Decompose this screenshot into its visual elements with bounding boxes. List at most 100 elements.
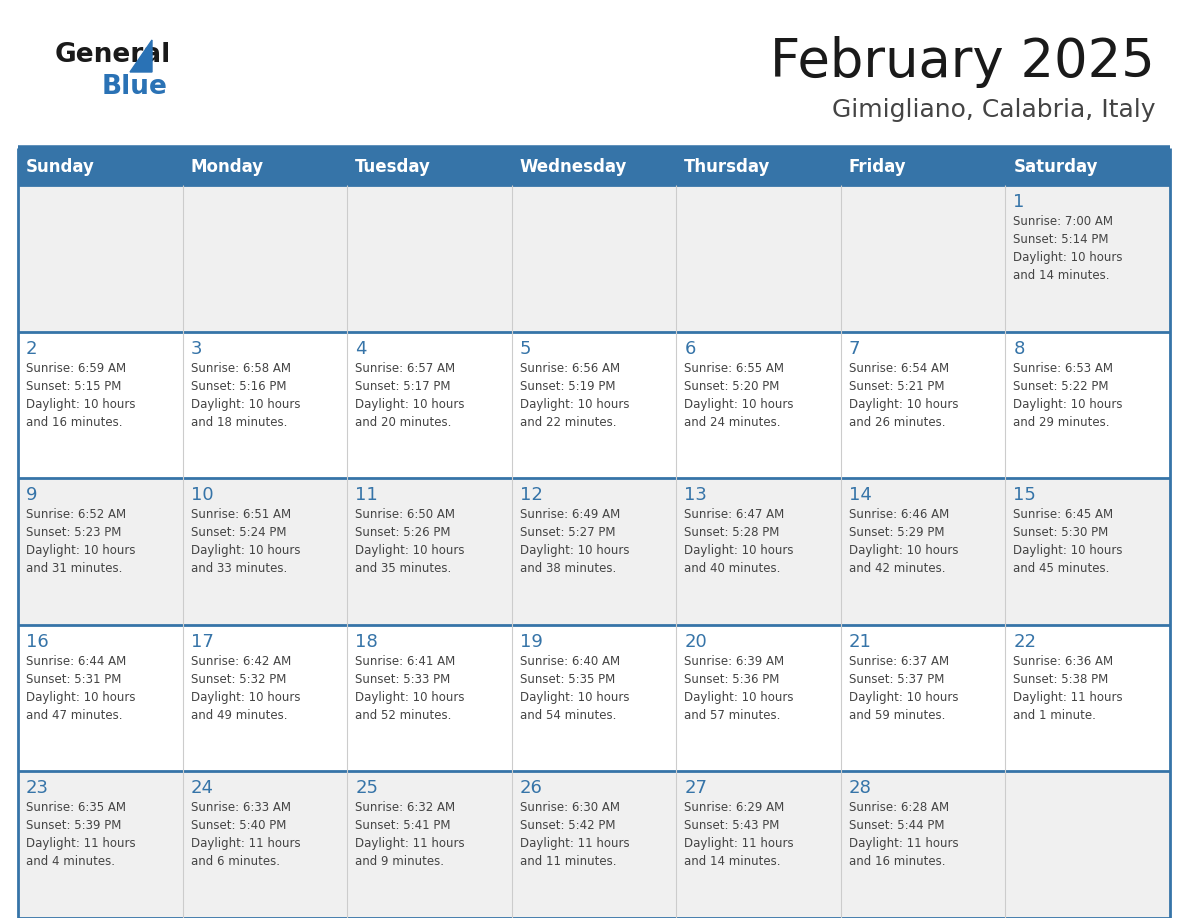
Text: Sunrise: 6:39 AM
Sunset: 5:36 PM
Daylight: 10 hours
and 57 minutes.: Sunrise: 6:39 AM Sunset: 5:36 PM Dayligh… <box>684 655 794 722</box>
Text: Sunday: Sunday <box>26 158 95 175</box>
Text: Sunrise: 6:37 AM
Sunset: 5:37 PM
Daylight: 10 hours
and 59 minutes.: Sunrise: 6:37 AM Sunset: 5:37 PM Dayligh… <box>849 655 959 722</box>
Text: 4: 4 <box>355 340 367 358</box>
Text: Sunrise: 6:32 AM
Sunset: 5:41 PM
Daylight: 11 hours
and 9 minutes.: Sunrise: 6:32 AM Sunset: 5:41 PM Dayligh… <box>355 801 465 868</box>
Text: Sunrise: 6:40 AM
Sunset: 5:35 PM
Daylight: 10 hours
and 54 minutes.: Sunrise: 6:40 AM Sunset: 5:35 PM Dayligh… <box>519 655 630 722</box>
Text: Monday: Monday <box>190 158 264 175</box>
Text: Sunrise: 6:56 AM
Sunset: 5:19 PM
Daylight: 10 hours
and 22 minutes.: Sunrise: 6:56 AM Sunset: 5:19 PM Dayligh… <box>519 362 630 429</box>
Text: Sunrise: 7:00 AM
Sunset: 5:14 PM
Daylight: 10 hours
and 14 minutes.: Sunrise: 7:00 AM Sunset: 5:14 PM Dayligh… <box>1013 215 1123 282</box>
Text: Sunrise: 6:50 AM
Sunset: 5:26 PM
Daylight: 10 hours
and 35 minutes.: Sunrise: 6:50 AM Sunset: 5:26 PM Dayligh… <box>355 509 465 576</box>
Bar <box>347 771 512 918</box>
Text: 5: 5 <box>519 340 531 358</box>
Text: Sunrise: 6:59 AM
Sunset: 5:15 PM
Daylight: 10 hours
and 16 minutes.: Sunrise: 6:59 AM Sunset: 5:15 PM Dayligh… <box>26 362 135 429</box>
Bar <box>183 625 347 771</box>
Text: Tuesday: Tuesday <box>355 158 431 175</box>
Bar <box>1005 625 1170 771</box>
Bar <box>676 625 841 771</box>
Text: 27: 27 <box>684 779 707 798</box>
Text: February 2025: February 2025 <box>770 36 1155 88</box>
Bar <box>183 331 347 478</box>
Text: 10: 10 <box>190 487 213 504</box>
Text: 7: 7 <box>849 340 860 358</box>
Text: 2: 2 <box>26 340 38 358</box>
Bar <box>18 478 183 625</box>
Bar <box>676 331 841 478</box>
Text: Sunrise: 6:49 AM
Sunset: 5:27 PM
Daylight: 10 hours
and 38 minutes.: Sunrise: 6:49 AM Sunset: 5:27 PM Dayligh… <box>519 509 630 576</box>
Text: 26: 26 <box>519 779 543 798</box>
Text: Sunrise: 6:52 AM
Sunset: 5:23 PM
Daylight: 10 hours
and 31 minutes.: Sunrise: 6:52 AM Sunset: 5:23 PM Dayligh… <box>26 509 135 576</box>
Text: 25: 25 <box>355 779 378 798</box>
Bar <box>841 771 1005 918</box>
Bar <box>841 185 1005 331</box>
Text: Friday: Friday <box>849 158 906 175</box>
Text: General: General <box>55 42 171 68</box>
Text: 23: 23 <box>26 779 49 798</box>
Text: Blue: Blue <box>102 74 168 100</box>
Bar <box>1005 771 1170 918</box>
Text: Sunrise: 6:41 AM
Sunset: 5:33 PM
Daylight: 10 hours
and 52 minutes.: Sunrise: 6:41 AM Sunset: 5:33 PM Dayligh… <box>355 655 465 722</box>
Text: 16: 16 <box>26 633 49 651</box>
Bar <box>512 478 676 625</box>
Text: Sunrise: 6:29 AM
Sunset: 5:43 PM
Daylight: 11 hours
and 14 minutes.: Sunrise: 6:29 AM Sunset: 5:43 PM Dayligh… <box>684 801 794 868</box>
Text: Sunrise: 6:33 AM
Sunset: 5:40 PM
Daylight: 11 hours
and 6 minutes.: Sunrise: 6:33 AM Sunset: 5:40 PM Dayligh… <box>190 801 301 868</box>
Text: Sunrise: 6:51 AM
Sunset: 5:24 PM
Daylight: 10 hours
and 33 minutes.: Sunrise: 6:51 AM Sunset: 5:24 PM Dayligh… <box>190 509 301 576</box>
Text: Thursday: Thursday <box>684 158 771 175</box>
Text: 15: 15 <box>1013 487 1036 504</box>
Text: 14: 14 <box>849 487 872 504</box>
Text: 24: 24 <box>190 779 214 798</box>
Bar <box>512 331 676 478</box>
Text: Sunrise: 6:28 AM
Sunset: 5:44 PM
Daylight: 11 hours
and 16 minutes.: Sunrise: 6:28 AM Sunset: 5:44 PM Dayligh… <box>849 801 959 868</box>
Text: Sunrise: 6:36 AM
Sunset: 5:38 PM
Daylight: 11 hours
and 1 minute.: Sunrise: 6:36 AM Sunset: 5:38 PM Dayligh… <box>1013 655 1123 722</box>
Bar <box>183 185 347 331</box>
Text: Sunrise: 6:47 AM
Sunset: 5:28 PM
Daylight: 10 hours
and 40 minutes.: Sunrise: 6:47 AM Sunset: 5:28 PM Dayligh… <box>684 509 794 576</box>
Text: 12: 12 <box>519 487 543 504</box>
Text: 1: 1 <box>1013 193 1025 211</box>
Bar <box>676 771 841 918</box>
Bar <box>841 625 1005 771</box>
Text: Sunrise: 6:45 AM
Sunset: 5:30 PM
Daylight: 10 hours
and 45 minutes.: Sunrise: 6:45 AM Sunset: 5:30 PM Dayligh… <box>1013 509 1123 576</box>
Text: Sunrise: 6:53 AM
Sunset: 5:22 PM
Daylight: 10 hours
and 29 minutes.: Sunrise: 6:53 AM Sunset: 5:22 PM Dayligh… <box>1013 362 1123 429</box>
Text: 18: 18 <box>355 633 378 651</box>
Polygon shape <box>129 40 152 72</box>
Bar <box>676 478 841 625</box>
Text: Sunrise: 6:57 AM
Sunset: 5:17 PM
Daylight: 10 hours
and 20 minutes.: Sunrise: 6:57 AM Sunset: 5:17 PM Dayligh… <box>355 362 465 429</box>
Bar <box>347 185 512 331</box>
Bar <box>512 625 676 771</box>
Text: Sunrise: 6:42 AM
Sunset: 5:32 PM
Daylight: 10 hours
and 49 minutes.: Sunrise: 6:42 AM Sunset: 5:32 PM Dayligh… <box>190 655 301 722</box>
Bar <box>347 478 512 625</box>
Bar <box>18 625 183 771</box>
Text: Sunrise: 6:58 AM
Sunset: 5:16 PM
Daylight: 10 hours
and 18 minutes.: Sunrise: 6:58 AM Sunset: 5:16 PM Dayligh… <box>190 362 301 429</box>
Text: 21: 21 <box>849 633 872 651</box>
Bar <box>347 625 512 771</box>
Bar <box>1005 478 1170 625</box>
Text: Sunrise: 6:44 AM
Sunset: 5:31 PM
Daylight: 10 hours
and 47 minutes.: Sunrise: 6:44 AM Sunset: 5:31 PM Dayligh… <box>26 655 135 722</box>
Text: 11: 11 <box>355 487 378 504</box>
Bar <box>183 478 347 625</box>
Text: Sunrise: 6:54 AM
Sunset: 5:21 PM
Daylight: 10 hours
and 26 minutes.: Sunrise: 6:54 AM Sunset: 5:21 PM Dayligh… <box>849 362 959 429</box>
Text: 28: 28 <box>849 779 872 798</box>
Text: Sunrise: 6:30 AM
Sunset: 5:42 PM
Daylight: 11 hours
and 11 minutes.: Sunrise: 6:30 AM Sunset: 5:42 PM Dayligh… <box>519 801 630 868</box>
Text: 6: 6 <box>684 340 696 358</box>
Text: Saturday: Saturday <box>1013 158 1098 175</box>
Bar <box>18 331 183 478</box>
Bar <box>841 478 1005 625</box>
Text: 17: 17 <box>190 633 214 651</box>
Text: 22: 22 <box>1013 633 1036 651</box>
Text: Gimigliano, Calabria, Italy: Gimigliano, Calabria, Italy <box>832 98 1155 122</box>
Bar <box>512 771 676 918</box>
Bar <box>18 148 1170 185</box>
Text: 20: 20 <box>684 633 707 651</box>
Bar <box>18 771 183 918</box>
Text: 19: 19 <box>519 633 543 651</box>
Bar <box>512 185 676 331</box>
Text: Sunrise: 6:35 AM
Sunset: 5:39 PM
Daylight: 11 hours
and 4 minutes.: Sunrise: 6:35 AM Sunset: 5:39 PM Dayligh… <box>26 801 135 868</box>
Bar <box>841 331 1005 478</box>
Bar <box>676 185 841 331</box>
Text: Sunrise: 6:55 AM
Sunset: 5:20 PM
Daylight: 10 hours
and 24 minutes.: Sunrise: 6:55 AM Sunset: 5:20 PM Dayligh… <box>684 362 794 429</box>
Text: Wednesday: Wednesday <box>519 158 627 175</box>
Text: 8: 8 <box>1013 340 1025 358</box>
Bar <box>1005 331 1170 478</box>
Text: 3: 3 <box>190 340 202 358</box>
Bar <box>1005 185 1170 331</box>
Bar <box>183 771 347 918</box>
Text: Sunrise: 6:46 AM
Sunset: 5:29 PM
Daylight: 10 hours
and 42 minutes.: Sunrise: 6:46 AM Sunset: 5:29 PM Dayligh… <box>849 509 959 576</box>
